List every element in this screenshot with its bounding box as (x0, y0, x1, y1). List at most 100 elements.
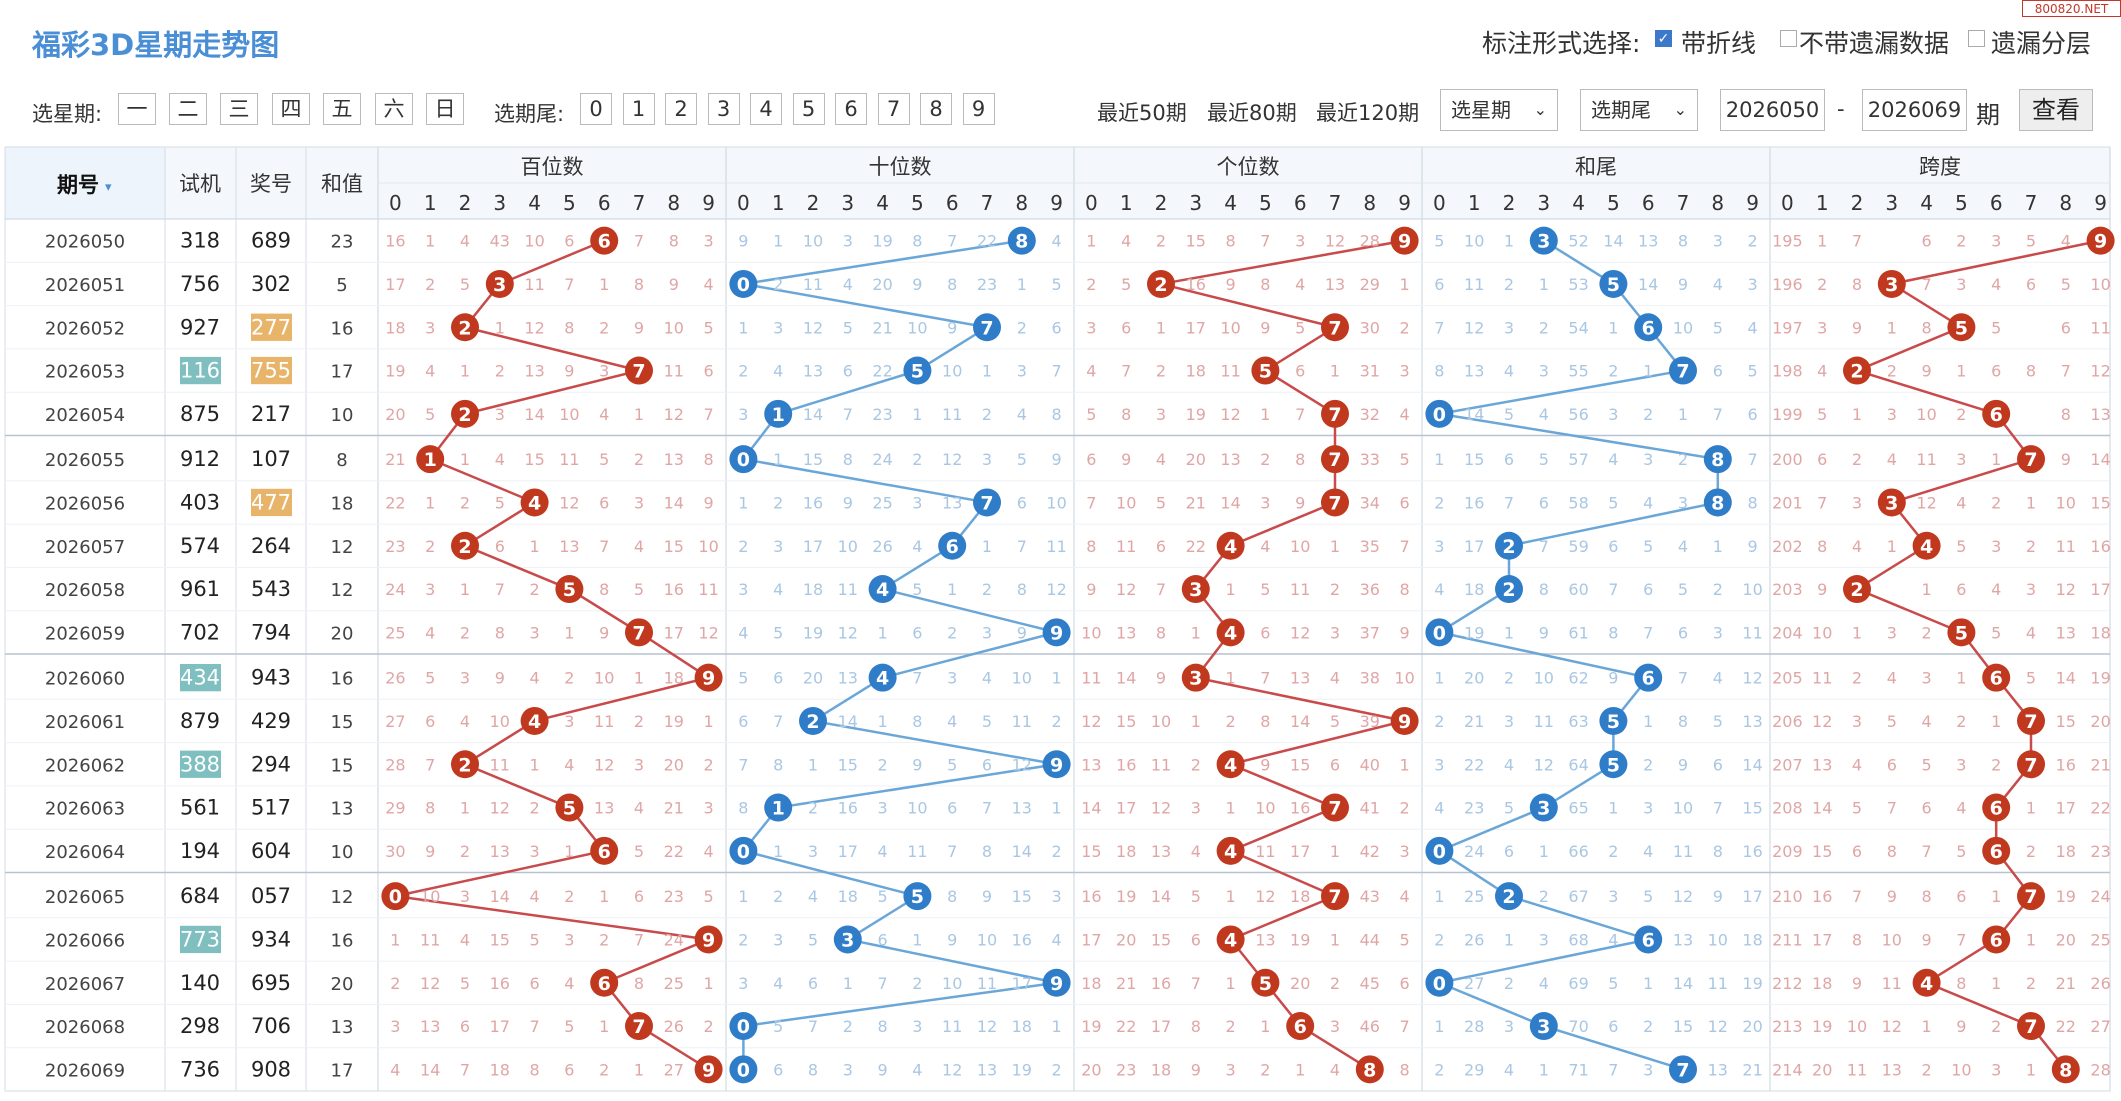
omission-value: 2 (1991, 493, 2001, 512)
omission-value: 10 (1394, 669, 1414, 688)
number-ball-label: 0 (737, 1059, 750, 1081)
omission-value: 1 (1330, 362, 1340, 381)
omission-value: 25 (1464, 887, 1484, 906)
number-ball-label: 5 (1607, 754, 1620, 776)
omission-value: 2 (2026, 842, 2036, 861)
omission-value: 1 (1226, 669, 1236, 688)
omission-value: 10 (1812, 623, 1832, 642)
omission-value: 6 (1991, 362, 2001, 381)
noomit-option-label[interactable]: 不带遗漏数据 (1799, 29, 1950, 58)
number-ball (1042, 750, 1071, 779)
omission-value: 2 (1643, 405, 1653, 424)
layer-option-label[interactable]: 遗漏分层 (1991, 29, 2092, 58)
omission-value: 19 (1464, 623, 1484, 642)
omission-value: 2 (2026, 537, 2036, 556)
tail-3-button[interactable]: 3 (707, 93, 740, 125)
omission-value: 68 (1568, 930, 1588, 949)
omission-value: 5 (634, 842, 644, 861)
tail-7-button[interactable]: 7 (877, 93, 910, 125)
number-ball-label: 9 (702, 668, 715, 690)
number-ball (590, 226, 619, 255)
layer-checkbox[interactable] (1968, 30, 1985, 47)
digit-header: 4 (876, 191, 889, 215)
weekday-sun[interactable]: 日 (426, 93, 464, 125)
omission-value: 12 (2090, 362, 2110, 381)
omission-value: 6 (2026, 275, 2036, 294)
recent-50-link[interactable]: 最近50期 (1097, 101, 1187, 125)
query-button[interactable]: 查看 (2019, 89, 2093, 131)
issue-cell: 2026050 (45, 232, 125, 253)
number-ball (799, 706, 827, 735)
omission-value: 2 (460, 493, 470, 512)
omission-value: 16 (1151, 974, 1171, 993)
omission-value: 1 (1434, 1017, 1444, 1036)
sum-cell: 12 (331, 887, 354, 908)
weekday-mon[interactable]: 一 (118, 93, 156, 125)
omission-value: 3 (982, 623, 992, 642)
omission-value: 5 (1539, 450, 1549, 469)
omission-value: 2 (1956, 405, 1966, 424)
omission-value: 19 (1186, 405, 1206, 424)
recent-80-link[interactable]: 最近80期 (1207, 101, 1297, 125)
omission-value: 24 (664, 930, 684, 949)
weekday-tue[interactable]: 二 (169, 93, 207, 125)
tail-1-button[interactable]: 1 (622, 93, 655, 125)
omission-value: 8 (2026, 362, 2036, 381)
number-ball (1982, 925, 2011, 954)
issue-cell: 2026065 (45, 887, 125, 908)
number-ball-label: 4 (1224, 622, 1237, 644)
number-ball (590, 836, 619, 865)
number-ball (2051, 1055, 2080, 1084)
omission-value: 19 (1290, 930, 1310, 949)
omission-value: 6 (1504, 450, 1514, 469)
week-select[interactable]: 选星期 ⌄ (1440, 89, 1558, 131)
omission-value: 204 (1772, 623, 1803, 642)
to-issue-input[interactable]: 2026069 (1862, 89, 1967, 131)
number-ball-label: 4 (1224, 929, 1237, 951)
number-ball (625, 1012, 653, 1041)
omission-value: 5 (634, 580, 644, 599)
win-cell: 517 (251, 796, 291, 820)
tail-2-button[interactable]: 2 (665, 93, 697, 125)
omission-value: 5 (1956, 537, 1966, 556)
tail-select-value: 选期尾 (1591, 98, 1651, 122)
omission-value: 7 (1922, 275, 1932, 294)
omission-value: 6 (1017, 493, 1027, 512)
from-issue-input[interactable]: 2026050 (1720, 89, 1825, 131)
omission-value: 201 (1772, 493, 1803, 512)
weekday-thu[interactable]: 四 (272, 93, 310, 125)
noomit-checkbox[interactable] (1780, 30, 1797, 47)
omission-value: 42 (1360, 842, 1380, 861)
omission-value: 5 (1643, 887, 1653, 906)
number-ball-label: 4 (1224, 841, 1237, 863)
number-ball-label: 2 (1850, 579, 1863, 601)
omission-value: 58 (1568, 493, 1588, 512)
number-ball-label: 7 (2024, 1016, 2037, 1038)
omission-value: 13 (1081, 755, 1101, 774)
number-ball-label: 1 (424, 449, 437, 471)
recent-120-link[interactable]: 最近120期 (1316, 101, 1420, 125)
omission-value: 22 (2056, 1017, 2076, 1036)
tail-0-button[interactable]: 0 (580, 93, 612, 125)
omission-value: 18 (1464, 580, 1484, 599)
weekday-sat[interactable]: 六 (375, 93, 413, 125)
number-ball-label: 3 (1189, 579, 1202, 601)
number-ball (1147, 269, 1175, 298)
weekday-wed[interactable]: 三 (220, 93, 258, 125)
omission-value: 15 (490, 930, 510, 949)
tail-6-button[interactable]: 6 (835, 93, 867, 125)
line-checkbox[interactable]: ✓ (1655, 30, 1672, 47)
issue-cell: 2026052 (45, 318, 125, 339)
trial-cell: 736 (180, 1057, 220, 1081)
omission-value: 6 (1922, 799, 1932, 818)
tail-8-button[interactable]: 8 (920, 93, 952, 125)
tail-5-button[interactable]: 5 (792, 93, 825, 125)
omission-value: 12 (803, 318, 823, 337)
weekday-fri[interactable]: 五 (323, 93, 361, 125)
omission-value: 12 (420, 974, 440, 993)
tail-select[interactable]: 选期尾 ⌄ (1580, 89, 1698, 131)
line-option-label[interactable]: 带折线 (1681, 29, 1757, 58)
tail-9-button[interactable]: 9 (962, 93, 995, 125)
tail-4-button[interactable]: 4 (750, 93, 782, 125)
omission-value: 4 (1504, 755, 1514, 774)
